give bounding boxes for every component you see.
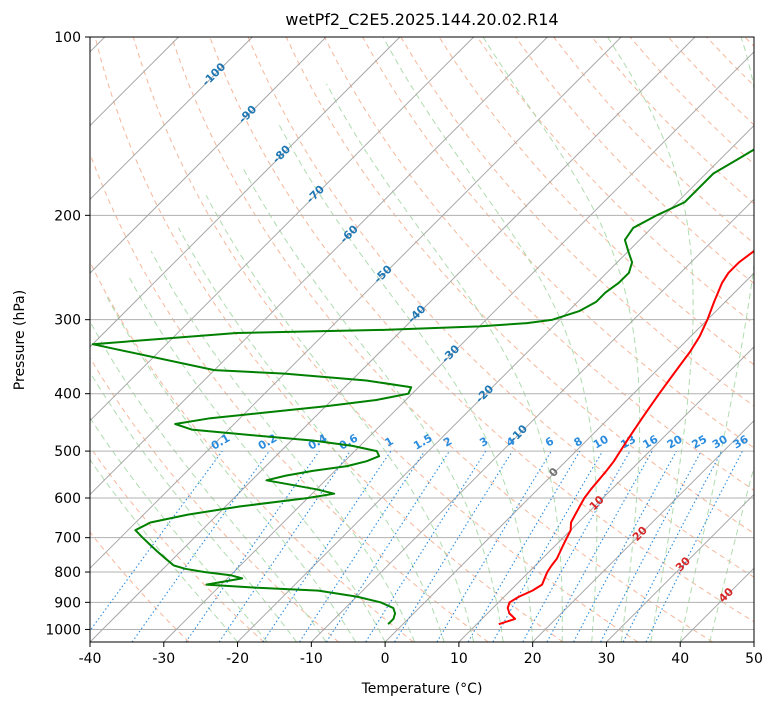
y-tick-label: 900 xyxy=(54,595,81,611)
isotherm-line xyxy=(90,37,548,496)
x-tick-label: 30 xyxy=(598,651,616,667)
moist-adiabat-line xyxy=(326,83,563,642)
y-tick-label: 1000 xyxy=(45,622,81,638)
moist-adiabat-line xyxy=(90,416,268,642)
y-tick-label: 200 xyxy=(54,208,81,224)
x-tick-label: -20 xyxy=(226,651,249,667)
dry-adiabat-line xyxy=(362,37,754,449)
y-tick-label: 700 xyxy=(54,531,81,547)
isotherm-line xyxy=(606,493,754,642)
y-tick-label: 400 xyxy=(54,387,81,403)
isotherm-line xyxy=(90,37,622,569)
isotherm-line xyxy=(90,37,253,201)
moist-adiabat-line xyxy=(382,37,598,642)
isotherm-line xyxy=(90,37,475,422)
y-tick-label: 500 xyxy=(54,444,81,460)
mixing-ratio-line xyxy=(522,450,631,642)
mixing-ratio-line xyxy=(131,450,270,642)
dry-adiabat-line xyxy=(247,37,754,578)
isotherm-line xyxy=(163,51,754,642)
mixing-ratio-line xyxy=(546,450,653,642)
isotherm-line xyxy=(90,37,696,642)
isotherm-line xyxy=(532,419,754,642)
dry-adiabat-line xyxy=(90,531,190,642)
moist-adiabat-line xyxy=(90,320,327,642)
dry-adiabat-line xyxy=(94,37,564,642)
y-tick-label: 300 xyxy=(54,313,81,329)
isotherm-line xyxy=(310,198,754,642)
moist-adiabat-line xyxy=(482,37,641,642)
x-tick-label: -30 xyxy=(152,651,175,667)
moist-adiabat-line xyxy=(106,297,357,642)
mixing-ratio-line xyxy=(218,450,351,642)
mixing-ratio-line xyxy=(394,450,513,642)
dry-adiabat-line xyxy=(132,37,639,642)
dry-adiabat-line xyxy=(171,37,713,642)
mixing-ratio-line xyxy=(645,450,743,642)
chart-title: wetPf2_C2E5.2025.144.20.02.R14 xyxy=(285,10,558,30)
moist-adiabat-line xyxy=(90,458,238,642)
y-tick-label: 800 xyxy=(54,565,81,581)
moist-adiabat-line xyxy=(278,123,534,642)
isotherm-line xyxy=(90,37,401,348)
dry-adiabat-line xyxy=(515,37,754,285)
moist-adiabat-line xyxy=(607,37,694,642)
x-tick-label: -10 xyxy=(300,651,323,667)
x-tick-label: 10 xyxy=(450,651,468,667)
x-axis-label: Temperature (°C) xyxy=(361,681,483,697)
mixing-ratio-line xyxy=(262,450,392,642)
y-tick-label: 600 xyxy=(54,491,81,507)
mixing-ratio-line xyxy=(573,450,677,642)
x-tick-label: 50 xyxy=(745,651,763,667)
mixing-ratio-line xyxy=(185,450,320,642)
y-axis-label: Pressure (hPa) xyxy=(12,290,28,390)
x-tick-label: 0 xyxy=(381,651,390,667)
moist-adiabat-line xyxy=(679,37,754,642)
temperature-profile-line xyxy=(498,249,754,626)
isotherm-line xyxy=(237,124,754,642)
isotherm-line xyxy=(90,37,327,274)
mixing-ratio-line xyxy=(299,450,426,642)
x-tick-label: 20 xyxy=(524,651,542,667)
dry-adiabat-line xyxy=(90,356,339,642)
dry-adiabat-line xyxy=(400,37,754,407)
dewpoint-profile-line xyxy=(91,148,754,625)
mixing-ratio-line xyxy=(90,450,223,632)
x-tick-label: -40 xyxy=(79,651,102,667)
plot-area: 0.1 0.2 0.4 0.6 1 1.5 2 3 4 6 8 10 13 16 20 25 30 36-100-… xyxy=(90,37,754,642)
mixing-ratio-line xyxy=(325,450,450,642)
y-tick-label: 100 xyxy=(54,30,81,46)
dry-adiabat-line xyxy=(209,37,754,623)
moist-adiabat-line xyxy=(90,371,297,642)
plot-frame xyxy=(89,36,755,643)
isotherm-line xyxy=(384,272,754,642)
x-tick-label: 40 xyxy=(671,651,689,667)
moist-adiabat-line xyxy=(709,465,754,642)
axes: -40 -30 -20 -10 0 10 20 30 40 50 100 200 300 400 500 60… xyxy=(45,30,763,667)
isotherm-line xyxy=(458,346,754,642)
dry-adiabat-line xyxy=(476,37,754,325)
